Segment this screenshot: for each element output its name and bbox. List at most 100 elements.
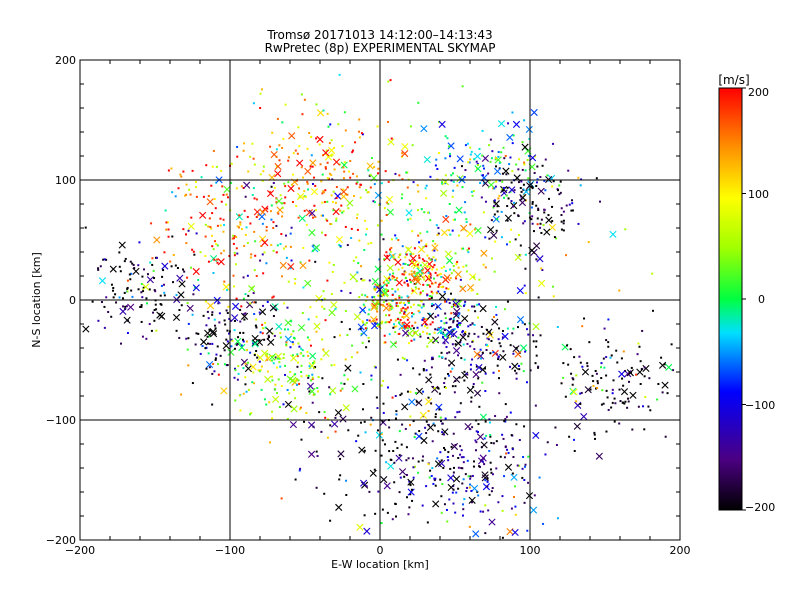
data-point-dot [470,190,473,193]
data-point-dot [448,318,451,321]
data-point-dot [546,441,549,444]
data-point-dot [464,201,467,204]
data-point-dot [489,434,492,437]
data-point-dot [279,242,282,245]
data-point-dot [462,228,465,231]
data-point-dot [467,247,470,250]
data-point-cross [529,506,538,514]
data-point-dot [391,396,394,399]
colorbar-tick-label: −100 [745,399,775,412]
data-point-dot [371,296,374,299]
data-point-dot [540,267,543,270]
data-point-dot [302,176,305,179]
data-point-dot [356,351,359,354]
data-point-dot [422,316,425,319]
data-point-dot [448,229,451,232]
data-point-dot [670,343,673,346]
data-point-dot [461,482,464,485]
data-point-dot [247,294,250,297]
data-point-dot [309,344,312,347]
data-point-dot [498,342,501,345]
data-point-cross [127,303,135,311]
data-point-cross [454,300,463,308]
data-point-dot [374,449,377,452]
data-point-dot [434,477,437,480]
data-point-dot [326,177,329,180]
data-point-dot [382,402,385,405]
data-point-cross [466,229,474,238]
data-point-dot [398,332,401,335]
data-point-dot [423,275,426,278]
data-point-dot [220,169,223,172]
data-point-dot [460,467,463,470]
data-point-dot [401,266,404,269]
data-point-dot [221,185,224,188]
data-point-dot [623,369,626,372]
data-point-dot [243,244,246,247]
data-point-dot [295,383,298,386]
data-point-dot [214,324,217,327]
data-point-dot [562,362,565,365]
data-point-dot [401,315,404,318]
data-point-dot [453,466,456,469]
data-point-dot [242,331,245,334]
data-point-dot [445,508,448,511]
data-point-cross [206,302,215,310]
data-point-dot [523,501,526,504]
data-point-cross [387,462,395,470]
data-point-dot [114,293,117,296]
data-point-dot [384,288,387,291]
data-point-dot [400,296,403,299]
data-point-dot [398,294,401,297]
data-point-dot [451,172,454,175]
data-point-dot [279,336,282,339]
data-point-dot [267,334,270,337]
data-point-cross [480,249,488,257]
data-point-dot [363,249,366,252]
data-point-dot [526,328,529,331]
data-point-dot [195,332,198,335]
data-point-dot [306,336,309,339]
data-point-dot [392,326,395,329]
data-point-dot [412,476,415,479]
data-point-dot [329,393,332,396]
data-point-dot [514,513,517,516]
data-point-dot [448,351,451,354]
data-point-dot [411,457,414,460]
data-point-dot [197,332,200,335]
data-point-dot [502,186,505,189]
data-point-dot [429,175,432,178]
data-point-dot [607,345,610,348]
data-point-dot [448,203,451,206]
data-point-dot [409,125,412,128]
data-point-dot [422,455,425,458]
data-point-dot [445,321,448,324]
data-point-cross [340,161,348,169]
data-point-dot [169,260,172,263]
data-point-cross [426,423,435,432]
data-point-dot [429,295,432,298]
data-point-dot [452,502,455,505]
data-point-dot [520,180,523,183]
data-point-dot [389,79,392,82]
data-point-dot [324,319,327,322]
data-point-dot [551,205,554,208]
data-point-dot [433,277,436,280]
data-point-dot [259,259,262,262]
data-point-dot [199,251,202,254]
data-point-dot [558,193,561,196]
data-point-dot [289,370,292,373]
data-point-dot [433,479,436,482]
data-point-dot [272,362,275,365]
data-point-cross [398,468,407,476]
data-point-dot [491,487,494,490]
data-point-dot [405,171,408,174]
data-point-dot [605,430,608,433]
data-point-dot [213,258,216,261]
data-point-dot [310,154,313,157]
data-point-cross [473,152,482,160]
data-point-dot [253,197,256,200]
data-point-dot [415,400,418,403]
data-point-dot [126,279,129,282]
data-point-dot [542,522,545,525]
